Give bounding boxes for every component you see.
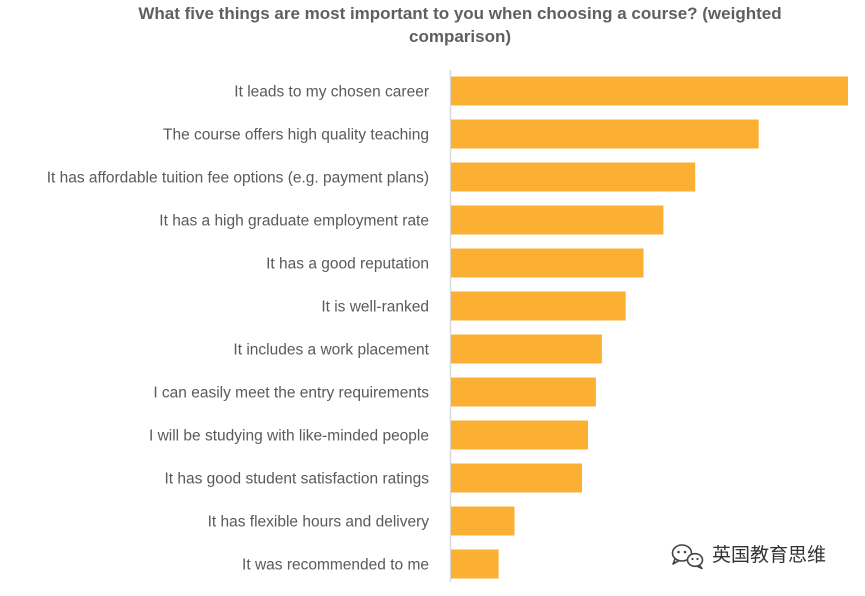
bar xyxy=(451,248,644,278)
category-label: It leads to my chosen career xyxy=(234,84,429,101)
chart-title-line-1: What five things are most important to y… xyxy=(138,4,781,23)
category-label: It has good student satisfaction ratings xyxy=(164,471,429,488)
category-label: It has a high graduate employment rate xyxy=(159,213,429,230)
category-label: The course offers high quality teaching xyxy=(163,127,429,144)
wechat-icon xyxy=(671,544,704,570)
category-label: It has affordable tuition fee options (e… xyxy=(47,170,429,187)
bar xyxy=(451,205,664,235)
bar xyxy=(451,119,759,149)
bars xyxy=(451,76,848,579)
watermark-text: 英国教育思维 xyxy=(712,544,826,566)
category-label: It has flexible hours and delivery xyxy=(208,514,430,531)
bar xyxy=(451,506,515,536)
category-label: It was recommended to me xyxy=(242,557,429,574)
bar xyxy=(451,334,602,364)
watermark: 英国教育思维 xyxy=(671,544,826,570)
bar xyxy=(451,377,596,407)
chart-title-line-2: comparison) xyxy=(409,27,511,46)
category-labels: It leads to my chosen career The course o… xyxy=(47,84,430,574)
bar xyxy=(451,291,626,321)
bar xyxy=(451,420,588,450)
category-label: I will be studying with like-minded peop… xyxy=(149,428,429,445)
chart-title: What five things are most important to y… xyxy=(138,4,781,46)
category-label: It is well-ranked xyxy=(321,299,429,316)
bar xyxy=(451,76,848,106)
category-label: It has a good reputation xyxy=(266,256,429,273)
category-label: It includes a work placement xyxy=(233,342,429,359)
category-label: I can easily meet the entry requirements xyxy=(153,385,429,402)
bar xyxy=(451,162,696,192)
bar xyxy=(451,463,582,493)
bar xyxy=(451,549,499,579)
